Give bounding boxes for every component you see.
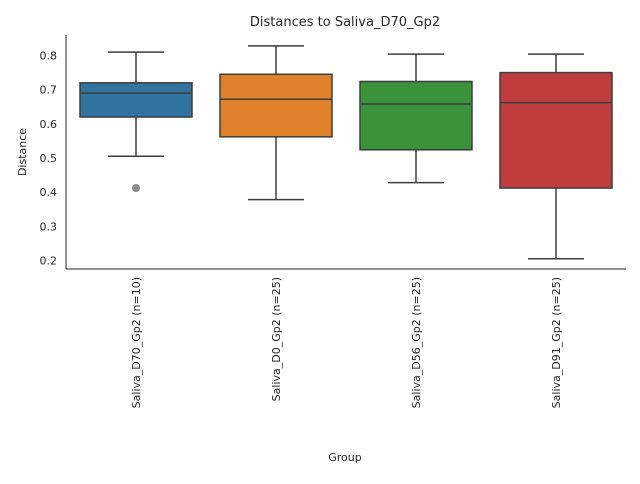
- plot-area: [79, 45, 613, 260]
- chart-title: Distances to Saliva_D70_Gp2: [250, 15, 440, 30]
- box-group: [219, 45, 333, 201]
- y-axis: 0.2 0.3 0.4 0.5 0.6 0.7 0.8: [40, 35, 67, 269]
- box: [79, 82, 193, 118]
- box: [499, 71, 613, 189]
- x-axis-label: Group: [328, 451, 362, 464]
- y-tick-label: 0.5: [40, 152, 58, 165]
- y-axis-label: Distance: [16, 128, 29, 176]
- x-axis: Saliva_D70_Gp2 (n=10) Saliva_D0_Gp2 (n=25…: [66, 268, 626, 408]
- y-tick-label: 0.6: [40, 118, 58, 131]
- y-tick-label: 0.4: [40, 186, 58, 199]
- box: [219, 73, 333, 138]
- y-tick-label: 0.2: [40, 254, 58, 267]
- y-tick-label: 0.8: [40, 49, 58, 62]
- outlier-point: [132, 184, 140, 193]
- x-tick-label: Saliva_D70_Gp2 (n=10): [130, 277, 143, 408]
- y-tick-label: 0.7: [40, 84, 58, 97]
- box: [359, 80, 473, 151]
- box-group: [359, 53, 473, 184]
- box-group: [79, 51, 193, 193]
- y-tick-label: 0.3: [40, 220, 58, 233]
- x-tick-label: Saliva_D56_Gp2 (n=25): [410, 277, 423, 408]
- x-tick-label: Saliva_D0_Gp2 (n=25): [270, 277, 283, 401]
- box-group: [499, 53, 613, 260]
- x-tick-label: Saliva_D91_Gp2 (n=25): [550, 277, 563, 408]
